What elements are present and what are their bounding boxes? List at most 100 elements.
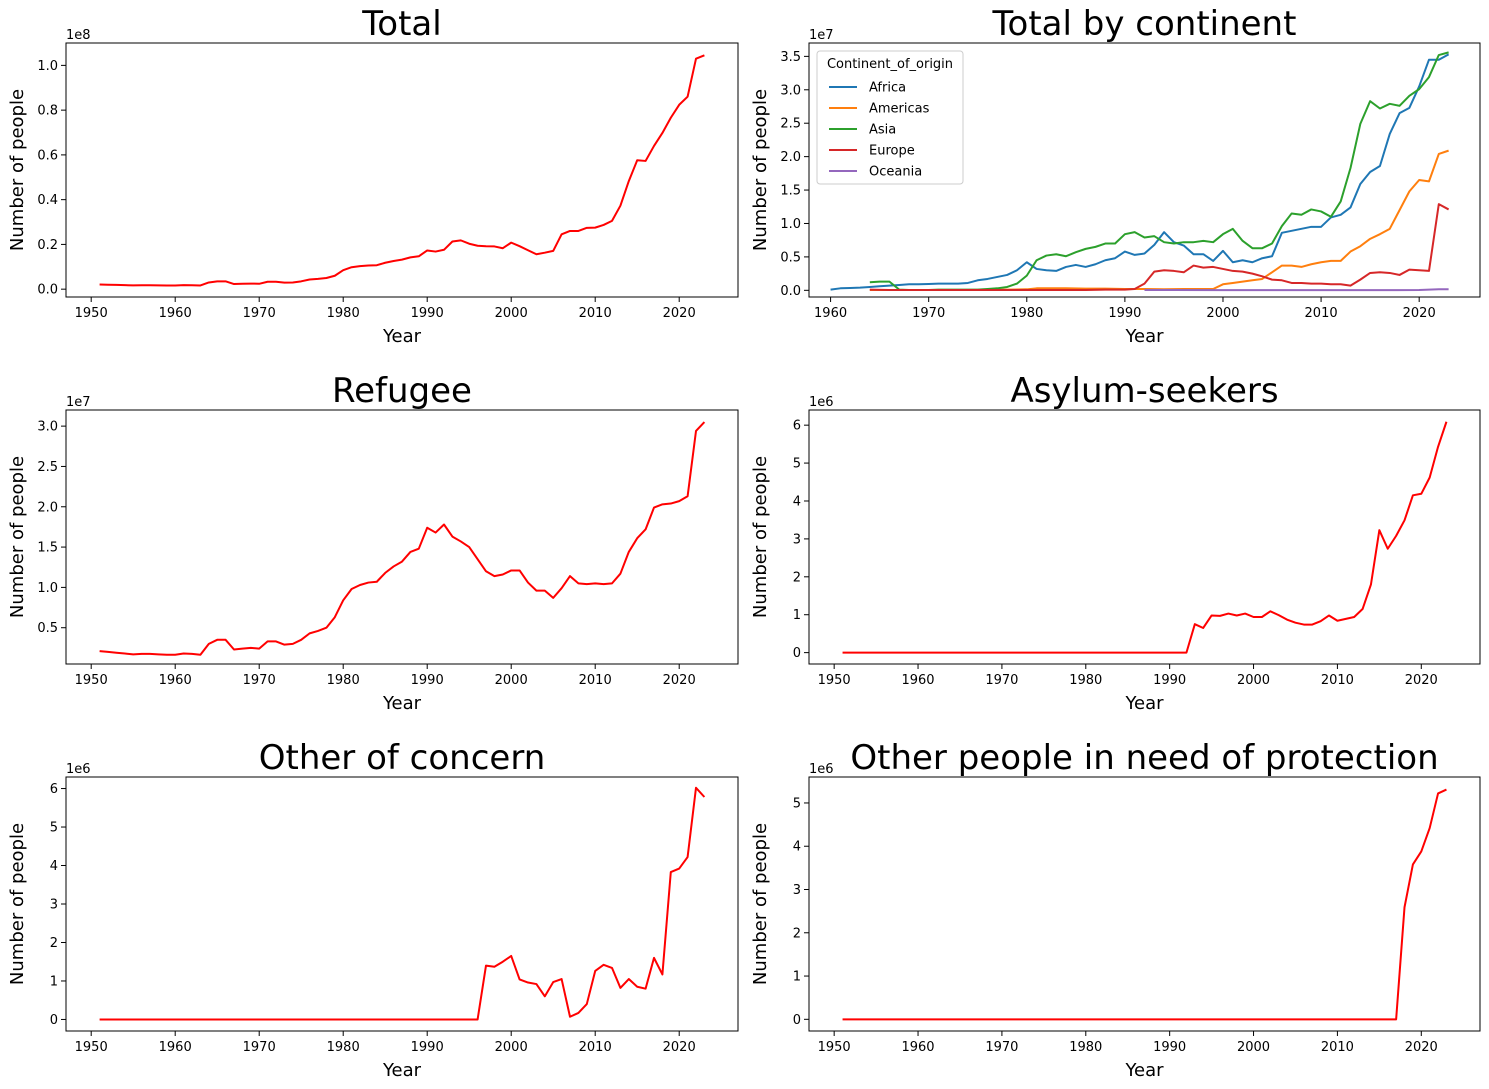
x-tick-label: 1980 [327,1040,360,1055]
x-tick-label: 1980 [1069,673,1102,688]
chart-panel: 1950 1960 1970 1980 1990 2000 2010 2020 0.5 1.0 1.… [7,371,739,714]
series-line [869,203,1450,291]
y-tick-label: 1.0 [37,581,58,596]
plot-frame [808,42,1481,298]
x-tick-label: 2020 [1405,1040,1438,1055]
x-tick-label: 2020 [1403,306,1436,321]
y-tick-label: 1.5 [780,184,801,199]
x-tick-label: 1970 [243,1040,276,1055]
x-tick-label: 1960 [159,1040,192,1055]
x-tick-label: 1970 [985,673,1018,688]
y-tick-label: 4 [793,840,801,855]
y-tick-label: 1 [793,608,801,623]
y-tick-label: 0.0 [37,283,58,298]
legend-label: Asia [869,123,896,138]
plot-frame [65,776,739,1032]
y-tick-label: 1.0 [780,217,801,232]
series-line [830,53,1450,291]
y-axis-label: Number of people [7,823,28,985]
chart-panel: 1950 1960 1970 1980 1990 2000 2010 2020 0 1 2 3 4 5 61… [7,738,739,1081]
x-tick-label: 1970 [985,1040,1018,1055]
legend-label: Oceania [869,165,922,180]
x-tick-label: 1960 [159,306,192,321]
x-tick-label: 1980 [327,306,360,321]
y-tick-label: 2.5 [780,117,801,132]
x-axis-label: Year [1124,693,1164,714]
axis-offset-label: 1e8 [66,28,91,43]
plot-frame [808,409,1481,665]
series-line [99,54,705,287]
y-tick-label: 2.5 [37,460,58,475]
x-tick-label: 1990 [411,306,444,321]
x-tick-label: 2000 [1237,673,1270,688]
y-tick-label: 4 [50,859,58,874]
chart-title: Total [361,4,441,44]
x-tick-label: 2010 [1305,306,1338,321]
x-tick-label: 1980 [1069,1040,1102,1055]
y-tick-label: 1 [50,974,58,989]
chart-panel: 1950 1960 1970 1980 1990 2000 2010 2020 0 1 2 3 4 5 61… [750,371,1481,714]
x-tick-label: 2010 [579,673,612,688]
y-tick-label: 5 [793,457,801,472]
x-tick-label: 1990 [411,673,444,688]
plot-frame [808,776,1481,1032]
series-line [842,788,1447,1021]
x-tick-label: 2010 [579,306,612,321]
y-tick-label: 0.6 [37,148,58,163]
y-tick-label: 5 [793,796,801,811]
x-tick-label: 1990 [411,1040,444,1055]
axis-offset-label: 1e6 [809,762,834,777]
chart-title: Refugee [332,371,472,411]
x-tick-label: 2020 [663,1040,696,1055]
y-tick-label: 2 [793,926,801,941]
chart-panel: 1960 1970 1980 1990 2000 2010 2020 0.0 0.5 1.0 1.5… [750,4,1481,347]
x-tick-label: 2020 [663,306,696,321]
y-tick-label: 6 [793,419,801,434]
y-tick-label: 3 [50,898,58,913]
y-axis-label: Number of people [750,823,771,985]
x-axis-label: Year [382,693,422,714]
x-tick-label: 1990 [1153,1040,1186,1055]
x-axis-label: Year [1124,1060,1164,1081]
chart-title: Total by continent [992,4,1297,44]
y-tick-label: 0 [793,646,801,661]
legend-label: Europe [869,144,915,159]
y-tick-label: 1.0 [37,59,58,74]
x-tick-label: 1970 [243,673,276,688]
legend-label: Americas [869,102,930,117]
x-axis-label: Year [382,326,422,347]
y-tick-label: 0.2 [37,238,58,253]
x-tick-label: 2010 [579,1040,612,1055]
x-axis-label: Year [1124,326,1164,347]
x-tick-label: 1970 [243,306,276,321]
series-line [99,421,706,656]
x-tick-label: 2010 [1321,1040,1354,1055]
y-tick-label: 2 [793,570,801,585]
x-tick-label: 1950 [818,673,851,688]
axis-offset-label: 1e6 [809,395,834,410]
x-tick-label: 1990 [1108,306,1141,321]
y-tick-label: 0 [50,1013,58,1028]
x-tick-label: 1960 [159,673,192,688]
y-tick-label: 3 [793,532,801,547]
y-tick-label: 2.0 [780,150,801,165]
series-line [1144,288,1449,292]
x-tick-label: 1950 [75,1040,108,1055]
x-tick-label: 2000 [495,1040,528,1055]
series-line [99,786,706,1021]
axis-offset-label: 1e6 [66,762,91,777]
legend-title: Continent_of_origin [827,57,953,72]
y-axis-label: Number of people [7,89,28,251]
x-tick-label: 2000 [495,306,528,321]
plot-frame [65,42,739,298]
chart-title: Asylum-seekers [1010,371,1278,411]
x-tick-label: 1960 [814,306,847,321]
x-tick-label: 2010 [1321,673,1354,688]
x-tick-label: 1950 [75,306,108,321]
axis-offset-label: 1e7 [66,395,91,410]
y-tick-label: 2.0 [37,500,58,515]
axis-offset-label: 1e7 [809,28,834,43]
chart-title: Other people in need of protection [850,738,1438,778]
x-tick-label: 2000 [1237,1040,1270,1055]
